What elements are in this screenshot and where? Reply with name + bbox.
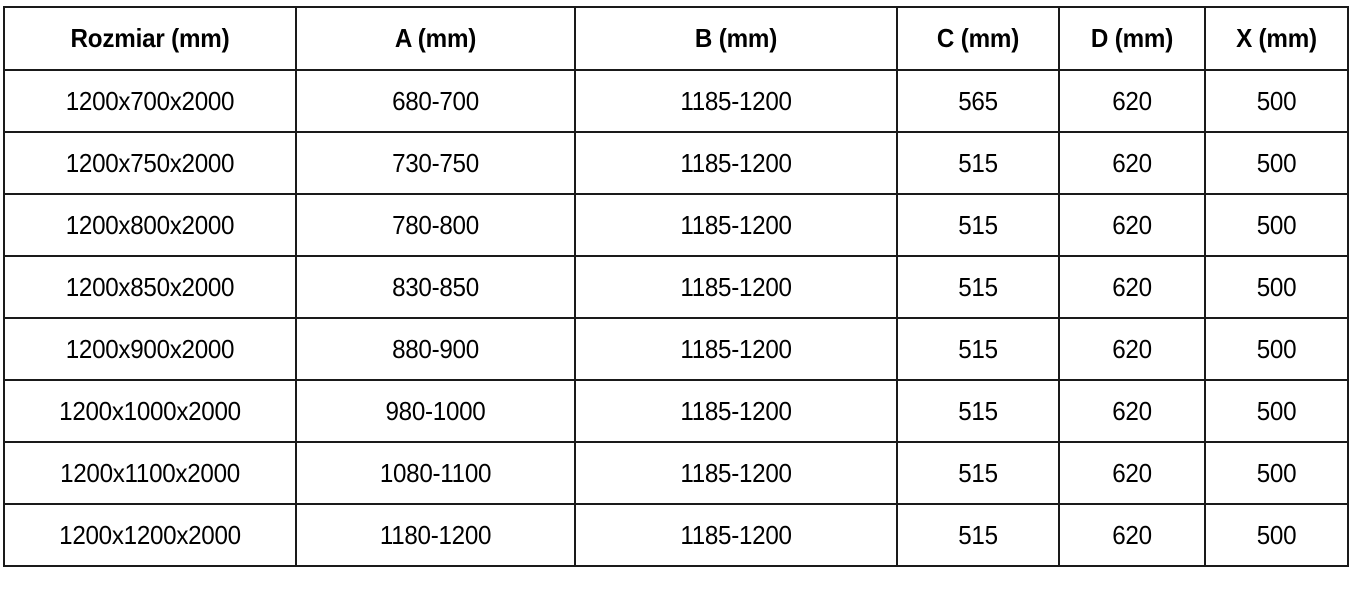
table-row: 1200x700x2000 680-700 1185-1200 565 620 … — [4, 69, 1348, 133]
column-header-x: X (mm) — [1209, 6, 1344, 71]
cell-rozmiar: 1200x750x2000 — [13, 131, 287, 195]
cell-rozmiar: 1200x700x2000 — [13, 69, 287, 133]
cell-c: 515 — [901, 503, 1055, 567]
cell-x: 500 — [1209, 69, 1344, 133]
cell-c: 565 — [901, 69, 1055, 133]
cell-a: 680-700 — [304, 69, 567, 133]
cell-b: 1185-1200 — [585, 441, 887, 505]
cell-x: 500 — [1209, 255, 1344, 319]
cell-d: 620 — [1063, 131, 1201, 195]
cell-a: 980-1000 — [304, 379, 567, 443]
cell-a: 1080-1100 — [304, 441, 567, 505]
cell-c: 515 — [901, 193, 1055, 257]
cell-x: 500 — [1209, 317, 1344, 381]
cell-d: 620 — [1063, 317, 1201, 381]
cell-a: 1180-1200 — [304, 503, 567, 567]
cell-b: 1185-1200 — [585, 503, 887, 567]
table-row: 1200x850x2000 830-850 1185-1200 515 620 … — [4, 255, 1348, 319]
cell-rozmiar: 1200x1000x2000 — [13, 379, 287, 443]
cell-d: 620 — [1063, 503, 1201, 567]
column-header-c: C (mm) — [901, 6, 1055, 71]
cell-d: 620 — [1063, 255, 1201, 319]
cell-d: 620 — [1063, 69, 1201, 133]
cell-a: 780-800 — [304, 193, 567, 257]
cell-b: 1185-1200 — [585, 131, 887, 195]
table-header-row: Rozmiar (mm) A (mm) B (mm) C (mm) D (mm)… — [4, 6, 1348, 71]
cell-c: 515 — [901, 379, 1055, 443]
cell-x: 500 — [1209, 131, 1344, 195]
table-row: 1200x750x2000 730-750 1185-1200 515 620 … — [4, 131, 1348, 195]
table-row: 1200x900x2000 880-900 1185-1200 515 620 … — [4, 317, 1348, 381]
cell-x: 500 — [1209, 503, 1344, 567]
table-row: 1200x1100x2000 1080-1100 1185-1200 515 6… — [4, 441, 1348, 505]
cell-x: 500 — [1209, 193, 1344, 257]
cell-a: 880-900 — [304, 317, 567, 381]
cell-c: 515 — [901, 317, 1055, 381]
cell-rozmiar: 1200x800x2000 — [13, 193, 287, 257]
shower-enclosure-dimensions-table: Rozmiar (mm) A (mm) B (mm) C (mm) D (mm)… — [3, 6, 1349, 567]
table-header: Rozmiar (mm) A (mm) B (mm) C (mm) D (mm)… — [4, 6, 1348, 71]
cell-d: 620 — [1063, 441, 1201, 505]
cell-d: 620 — [1063, 193, 1201, 257]
cell-b: 1185-1200 — [585, 317, 887, 381]
cell-rozmiar: 1200x1200x2000 — [13, 503, 287, 567]
cell-rozmiar: 1200x900x2000 — [13, 317, 287, 381]
table-row: 1200x1000x2000 980-1000 1185-1200 515 62… — [4, 379, 1348, 443]
cell-rozmiar: 1200x850x2000 — [13, 255, 287, 319]
cell-c: 515 — [901, 441, 1055, 505]
table-row: 1200x800x2000 780-800 1185-1200 515 620 … — [4, 193, 1348, 257]
cell-a: 830-850 — [304, 255, 567, 319]
column-header-rozmiar: Rozmiar (mm) — [13, 6, 287, 71]
cell-x: 500 — [1209, 441, 1344, 505]
table-row: 1200x1200x2000 1180-1200 1185-1200 515 6… — [4, 503, 1348, 567]
table-body: 1200x700x2000 680-700 1185-1200 565 620 … — [4, 69, 1348, 567]
column-header-b: B (mm) — [585, 6, 887, 71]
cell-c: 515 — [901, 255, 1055, 319]
cell-c: 515 — [901, 131, 1055, 195]
cell-b: 1185-1200 — [585, 255, 887, 319]
cell-x: 500 — [1209, 379, 1344, 443]
cell-b: 1185-1200 — [585, 193, 887, 257]
cell-b: 1185-1200 — [585, 69, 887, 133]
cell-rozmiar: 1200x1100x2000 — [13, 441, 287, 505]
column-header-a: A (mm) — [304, 6, 567, 71]
column-header-d: D (mm) — [1063, 6, 1201, 71]
cell-a: 730-750 — [304, 131, 567, 195]
cell-b: 1185-1200 — [585, 379, 887, 443]
cell-d: 620 — [1063, 379, 1201, 443]
